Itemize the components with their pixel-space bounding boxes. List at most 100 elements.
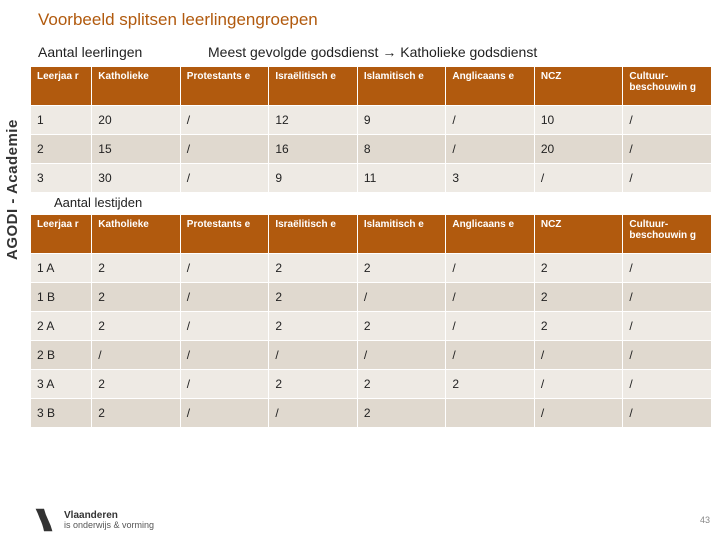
table-row: 1 B2/2//2/ (31, 283, 712, 312)
column-header: Protestants e (180, 67, 269, 106)
column-header: Katholieke (92, 215, 181, 254)
table-cell: 2 (92, 312, 181, 341)
table-row: 3 A2/222// (31, 370, 712, 399)
table-cell: / (446, 254, 535, 283)
column-header: Anglicaans e (446, 215, 535, 254)
table-cell: 2 (31, 135, 92, 164)
table-cell: 1 (31, 106, 92, 135)
footer-brand-top: Vlaanderen (64, 510, 154, 521)
table-cell: / (180, 312, 269, 341)
table-cell: 15 (92, 135, 181, 164)
table-cell: 2 (92, 254, 181, 283)
table-cell: 2 A (31, 312, 92, 341)
table-cell: / (623, 283, 712, 312)
footer: Vlaanderen is onderwijs & vorming 43 (30, 506, 710, 534)
table-cell: 2 (92, 370, 181, 399)
table-cell: / (623, 164, 712, 193)
table-row: 2 B/////// (31, 341, 712, 370)
table-cell: 12 (269, 106, 358, 135)
table-cell: / (180, 370, 269, 399)
table-cell: / (534, 399, 623, 428)
table-cell: / (623, 135, 712, 164)
column-header: Cultuur-beschouwin g (623, 215, 712, 254)
table-cell: / (623, 254, 712, 283)
slide-content: Voorbeeld splitsen leerlingengroepen Aan… (30, 10, 712, 432)
table-cell: / (180, 341, 269, 370)
table-cell: 2 (357, 254, 446, 283)
table-cell: 30 (92, 164, 181, 193)
table-cell: 8 (357, 135, 446, 164)
column-header: Islamitisch e (357, 215, 446, 254)
table-cell: / (446, 283, 535, 312)
footer-text: Vlaanderen is onderwijs & vorming (64, 510, 154, 531)
column-header: NCZ (534, 67, 623, 106)
table-cell: 2 (357, 399, 446, 428)
table-cell: 2 (269, 254, 358, 283)
table-cell: / (446, 106, 535, 135)
table-cell: / (446, 312, 535, 341)
table-cell: / (623, 370, 712, 399)
table-cell: / (534, 164, 623, 193)
table-cell: / (623, 399, 712, 428)
table-row: 215/168/20/ (31, 135, 712, 164)
column-header: Islamitisch e (357, 67, 446, 106)
table-cell: 1 B (31, 283, 92, 312)
column-header: Anglicaans e (446, 67, 535, 106)
sidebar-label: AGODI - Academie (4, 119, 21, 260)
table-cell: / (92, 341, 181, 370)
column-header: Cultuur-beschouwin g (623, 67, 712, 106)
table-cell: 11 (357, 164, 446, 193)
footer-logo: Vlaanderen is onderwijs & vorming (30, 506, 154, 534)
column-header: NCZ (534, 215, 623, 254)
subtitle-right: Meest gevolgde godsdienst → Katholieke g… (208, 44, 712, 60)
table-cell: / (446, 341, 535, 370)
table-cell: 9 (269, 164, 358, 193)
table-cell: 10 (534, 106, 623, 135)
table-cell: / (534, 370, 623, 399)
table-cell: / (446, 135, 535, 164)
table-cell: / (357, 283, 446, 312)
column-header: Israëlitisch e (269, 215, 358, 254)
table-cell: / (623, 312, 712, 341)
table-row: 2 A2/22/2/ (31, 312, 712, 341)
table-cell: 2 (269, 312, 358, 341)
table-cell: 1 A (31, 254, 92, 283)
section-label-lestijden: Aantal lestijden (30, 195, 712, 214)
table-cell: / (180, 164, 269, 193)
table-cell: / (623, 106, 712, 135)
table-cell: 2 (534, 283, 623, 312)
column-header: Leerjaa r (31, 215, 92, 254)
table-cell: / (180, 399, 269, 428)
table-cell: 20 (534, 135, 623, 164)
slide-title: Voorbeeld splitsen leerlingengroepen (30, 10, 712, 30)
column-header: Israëlitisch e (269, 67, 358, 106)
table-cell: / (534, 341, 623, 370)
table-cell: 3 B (31, 399, 92, 428)
table-cell: 9 (357, 106, 446, 135)
table-cell: / (269, 341, 358, 370)
table-cell: 2 (446, 370, 535, 399)
table-cell: 3 (446, 164, 535, 193)
vlaanderen-icon (30, 506, 58, 534)
table-cell: 2 (534, 254, 623, 283)
table-cell: 2 B (31, 341, 92, 370)
table-cell: 3 (31, 164, 92, 193)
table-cell: 2 (92, 399, 181, 428)
column-header: Leerjaa r (31, 67, 92, 106)
table-row: 3 B2//2// (31, 399, 712, 428)
table-cell (446, 399, 535, 428)
table-cell: / (269, 399, 358, 428)
table-cell: / (180, 106, 269, 135)
table-cell: 2 (269, 283, 358, 312)
footer-brand-bottom: is onderwijs & vorming (64, 521, 154, 531)
column-header: Katholieke (92, 67, 181, 106)
subtitle-row: Aantal leerlingen Meest gevolgde godsdie… (30, 44, 712, 60)
table-lestijden: Leerjaa rKatholiekeProtestants eIsraëlit… (30, 214, 712, 428)
table-cell: 2 (92, 283, 181, 312)
table-cell: 16 (269, 135, 358, 164)
table-cell: 2 (269, 370, 358, 399)
table-cell: / (180, 254, 269, 283)
table-cell: 20 (92, 106, 181, 135)
table-row: 120/129/10/ (31, 106, 712, 135)
table-cell: 2 (357, 370, 446, 399)
